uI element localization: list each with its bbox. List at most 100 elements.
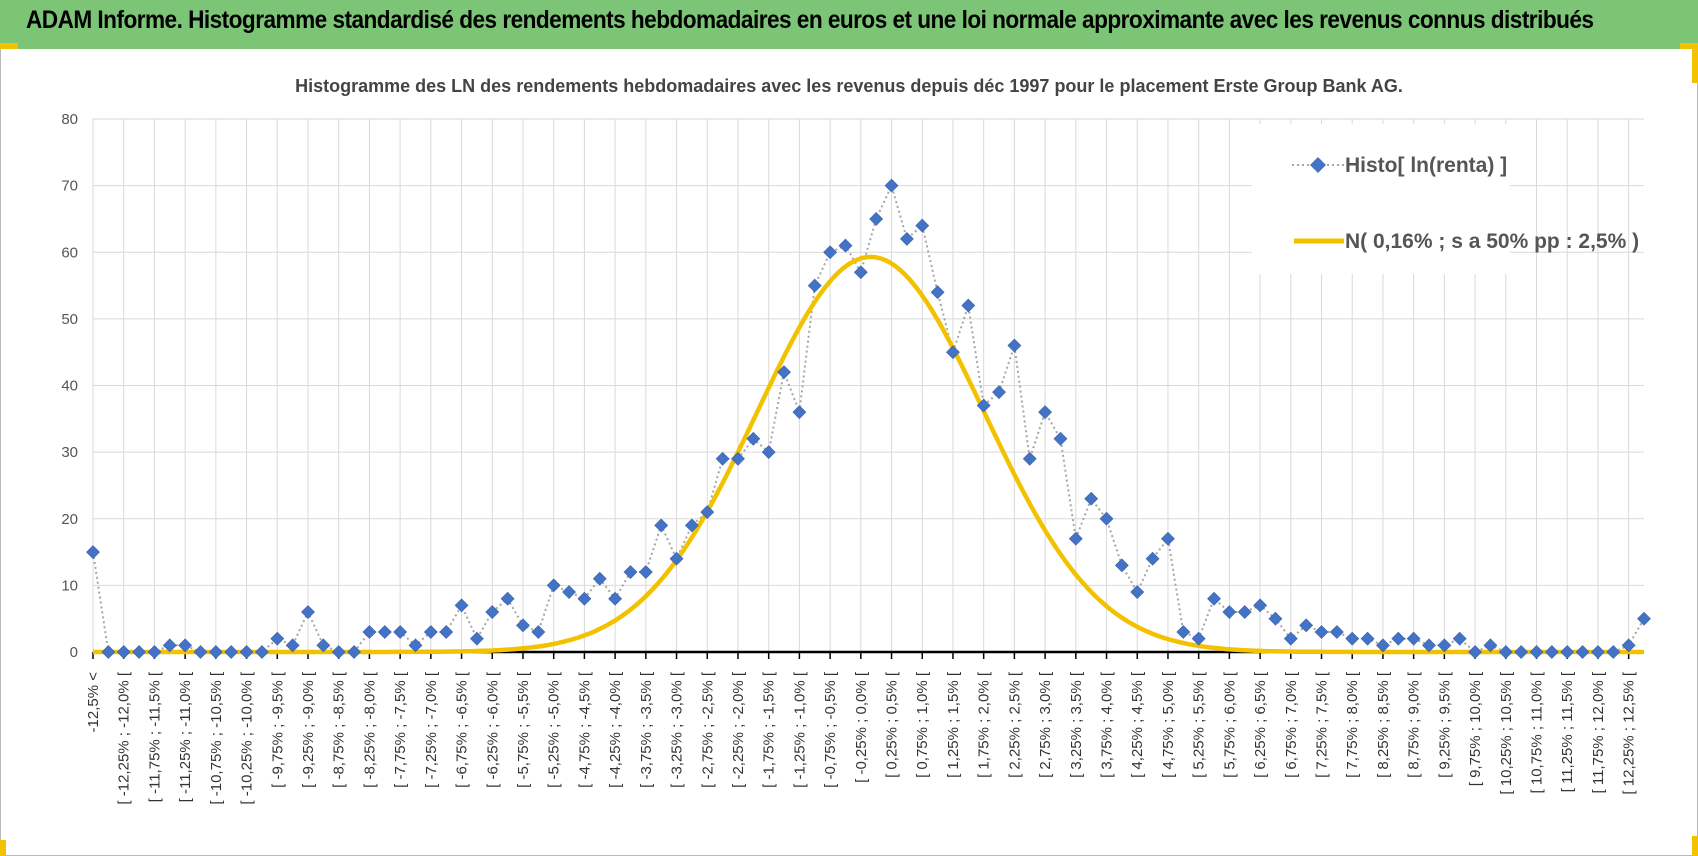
histogram-point <box>224 645 239 659</box>
histogram-point <box>853 265 868 280</box>
histogram-point <box>439 625 454 639</box>
histogram-point <box>1498 645 1513 659</box>
histogram-point <box>654 518 669 533</box>
x-tick-label: [ -8,25% ; -8,0% [ <box>361 671 378 788</box>
x-tick-label: [ -4,75% ; -4,5% [ <box>576 671 593 788</box>
corner-marker-top-right <box>1680 43 1698 49</box>
corner-marker-bottom-left <box>0 840 6 856</box>
histogram-point <box>638 565 653 579</box>
x-tick-label: [ 1,75% ; 2,0% [ <box>976 671 993 778</box>
histogram-point <box>485 605 500 619</box>
x-tick-label: [ 5,75% ; 6,0% [ <box>1221 671 1238 778</box>
histogram-point <box>1099 511 1114 526</box>
histogram-point <box>562 585 576 599</box>
histogram-point <box>1606 645 1621 659</box>
x-tick-label: [ -0,25% ; 0,0% [ <box>853 671 870 783</box>
histogram-point <box>1022 451 1037 466</box>
y-tick-label: 50 <box>61 311 78 328</box>
histogram-point <box>1053 431 1068 446</box>
x-tick-label: [ -8,75% ; -8,5% [ <box>331 671 348 788</box>
x-tick-label: [ -5,25% ; -5,0% [ <box>546 671 563 788</box>
histogram-point <box>1422 638 1436 653</box>
histogram-point <box>1283 631 1298 646</box>
histogram-point <box>1483 638 1498 653</box>
histogram-point <box>546 578 561 593</box>
histogram-point <box>915 218 930 233</box>
y-tick-label: 70 <box>61 178 78 195</box>
legend-background <box>1252 124 1510 274</box>
histogram-point <box>592 571 607 586</box>
x-tick-label: [ -10,75% ; -10,5% [ <box>208 671 225 804</box>
x-tick-label: [ -6,25% ; -6,0% [ <box>484 671 501 788</box>
x-tick-label: [ 7,25% ; 7,5% [ <box>1314 671 1331 778</box>
histogram-point <box>1345 631 1360 646</box>
x-tick-label: [ -5,75% ; -5,5% [ <box>515 671 532 788</box>
histogram-point <box>254 645 269 659</box>
corner-marker-bottom-right <box>1692 836 1698 856</box>
x-tick-label: [ -7,75% ; -7,5% [ <box>392 671 409 788</box>
histogram-point <box>1191 631 1206 646</box>
report-title: ADAM Informe. Histogramme standardisé de… <box>26 6 1594 34</box>
x-tick-label: [ 5,25% ; 5,5% [ <box>1191 671 1208 778</box>
histogram-point <box>132 645 146 659</box>
x-tick-label: [ -3,75% ; -3,5% [ <box>638 671 655 788</box>
x-tick-label: [ 3,75% ; 4,0% [ <box>1099 671 1116 778</box>
histogram-point <box>1299 618 1314 633</box>
histogram-point <box>101 645 116 659</box>
histogram-markers <box>86 178 1651 659</box>
x-tick-label: [ -3,25% ; -3,0% [ <box>669 671 686 788</box>
x-axis-ticks: -12,5% < [ -12,25% ; -12,0% [[ -11,75% ; … <box>85 652 1638 805</box>
x-tick-label: [ 3,25% ; 3,5% [ <box>1068 671 1085 778</box>
histogram-point <box>178 638 193 653</box>
y-tick-label: 20 <box>61 511 78 528</box>
y-tick-label: 80 <box>61 111 78 128</box>
x-tick-label: [ -2,75% ; -2,5% [ <box>699 671 716 788</box>
histogram-point <box>1329 625 1344 639</box>
histogram-point <box>930 285 945 300</box>
histogram-point <box>162 638 177 653</box>
histogram-point <box>423 625 438 639</box>
histogram-point <box>316 638 331 653</box>
histogram-point <box>669 551 684 566</box>
histogram-point <box>1391 631 1406 646</box>
histogram-point <box>807 278 822 293</box>
x-tick-label: [ -9,25% ; -9,0% [ <box>300 671 317 788</box>
histogram-point <box>86 545 100 559</box>
x-tick-label: -12,5% < <box>85 672 102 733</box>
histogram-point <box>239 645 254 659</box>
histogram-point <box>1038 405 1053 420</box>
histogram-point <box>1637 611 1651 626</box>
y-axis-ticks: 0 10 20 30 40 50 60 70 80 <box>61 111 78 661</box>
histogram-point <box>623 565 638 579</box>
x-tick-label: [ 8,25% ; 8,5% [ <box>1375 671 1392 778</box>
histogram-point <box>1437 638 1452 653</box>
histogram-point <box>899 232 914 246</box>
histogram-point <box>500 591 515 606</box>
x-tick-label: [ 2,25% ; 2,5% [ <box>1006 671 1023 778</box>
histogram-point <box>469 631 484 646</box>
histogram-point <box>377 625 392 639</box>
y-tick-label: 10 <box>61 577 78 594</box>
histogram-point <box>1376 638 1390 653</box>
histogram-point <box>116 645 131 659</box>
histogram-point <box>1253 598 1268 613</box>
x-tick-label: [ -2,25% ; -2,0% [ <box>730 671 747 788</box>
histogram-point <box>147 645 162 659</box>
histogram-point <box>684 518 699 533</box>
histogram-point <box>362 625 377 639</box>
x-tick-label: [ 10,75% ; 11,0% [ <box>1529 671 1546 793</box>
x-tick-label: [ -9,75% ; -9,5% [ <box>269 671 286 788</box>
x-tick-label: [ 0,25% ; 0,5% [ <box>884 671 901 778</box>
x-tick-label: [ -1,25% ; -1,0% [ <box>791 671 808 788</box>
histogram-point <box>1544 645 1559 659</box>
histogram-point <box>961 298 976 313</box>
x-tick-label: [ -6,75% ; -6,5% [ <box>454 671 471 788</box>
histogram-point <box>1575 645 1590 659</box>
histogram-point <box>408 638 423 653</box>
histogram-point <box>1360 631 1375 646</box>
histogram-point <box>992 385 1006 400</box>
histogram-point <box>946 345 960 360</box>
histogram-point <box>531 625 546 639</box>
histogram-point <box>393 625 408 639</box>
histogram-point <box>1222 605 1237 619</box>
